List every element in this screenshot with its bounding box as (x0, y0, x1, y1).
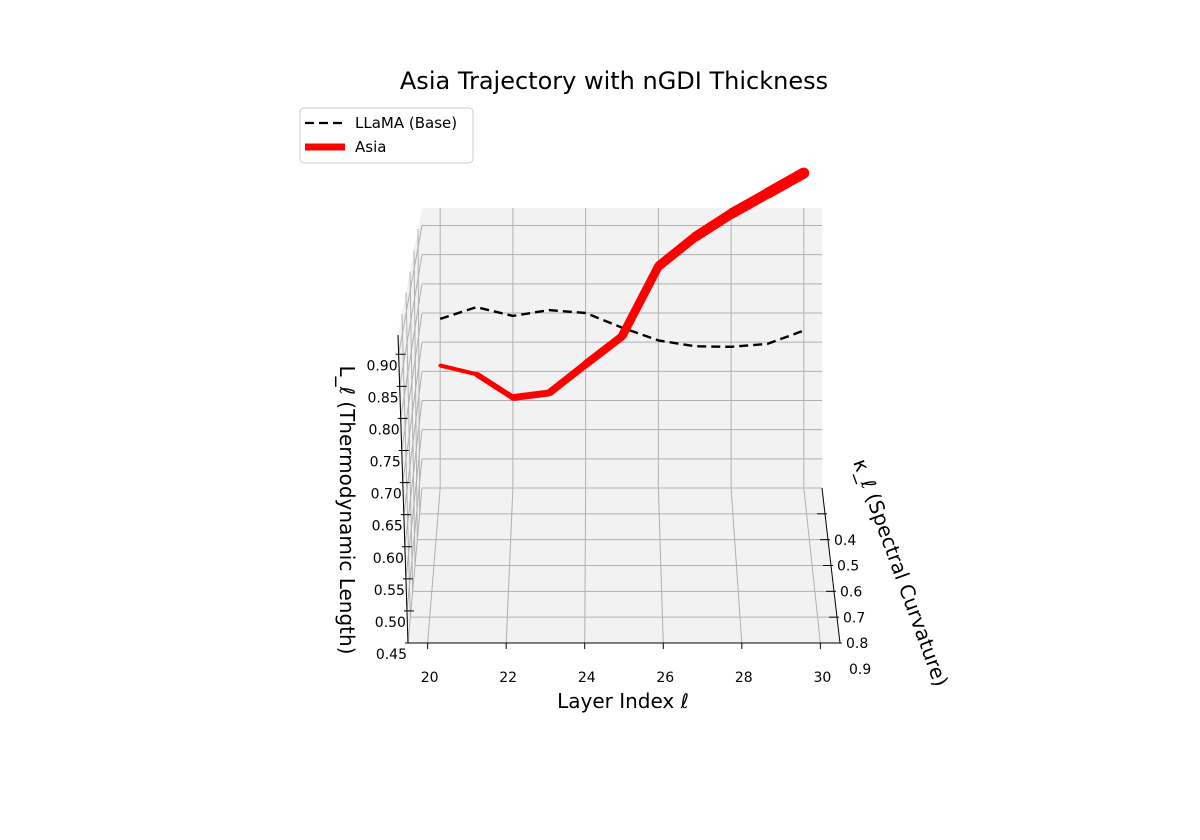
series-point-asia (726, 208, 736, 219)
y-tick-label: 0.7 (843, 610, 865, 626)
chart-series (438, 167, 810, 402)
series-segment-asia (618, 264, 663, 339)
legend-label-asia: Asia (355, 138, 386, 156)
z-tick-label: 0.85 (367, 390, 398, 406)
grid-line-z-left (400, 283, 423, 419)
series-point-asia (509, 394, 517, 401)
series-point-asia (438, 363, 442, 368)
y-tick-label: 0.5 (837, 559, 859, 575)
chart-tick-labels: 20 22 24 26 28 30 0.4 0.5 0.6 0.7 0.8 0.9 0.45 0.50 0.… (366, 358, 871, 686)
series-segment-asia (692, 209, 734, 242)
grid-line-z-left (406, 458, 423, 611)
chart-legend: LLaMA (Base) Asia (299, 107, 474, 164)
series-segment-asia (546, 361, 588, 396)
back-pane (422, 208, 822, 488)
x-tick-label: 28 (735, 670, 753, 686)
grid-line-z-left (407, 487, 423, 644)
grid-line-z-left (398, 225, 423, 355)
series-point-asia (581, 360, 590, 369)
left-pane (398, 208, 422, 643)
z-tick-label: 0.90 (366, 358, 397, 374)
series-point-asia (690, 232, 700, 242)
x-tick-label: 22 (499, 670, 517, 686)
x-axis-label: Layer Index ℓ (557, 689, 689, 713)
grid-line-z-left (405, 429, 423, 579)
y-tick-label: 0.8 (846, 636, 868, 652)
series-segment-asia (439, 363, 478, 377)
series-point-asia (618, 332, 626, 341)
chart-panes (398, 208, 840, 643)
chart-axes (395, 334, 842, 649)
series-point-asia (762, 188, 773, 199)
z-tick-label: 0.55 (374, 583, 405, 599)
x-tick-label: 26 (656, 670, 674, 686)
z-tick-label: 0.80 (369, 422, 400, 438)
legend-label-llama-base: LLaMA (Base) (355, 114, 457, 132)
series-segment-asia (583, 333, 625, 368)
series-point-asia (798, 167, 810, 179)
series-point-asia (654, 262, 663, 271)
series-point-asia (474, 371, 479, 377)
grid-line-z-left (403, 371, 423, 515)
y-axis-label: κ_ℓ (Spectral Curvature) (848, 456, 953, 690)
z-axis-label: L_ℓ (Thermodynamic Length) (335, 366, 359, 655)
z-tick-label: 0.70 (371, 487, 402, 503)
x-tick-label: 20 (421, 670, 439, 686)
series-segment-asia (764, 168, 807, 199)
y-tick-label: 0.4 (834, 533, 856, 549)
z-tick-label: 0.65 (372, 519, 403, 535)
y-tick-label: 0.9 (849, 662, 871, 678)
z-tick-label: 0.50 (375, 615, 406, 631)
z-tick-label: 0.75 (370, 455, 401, 471)
x-tick-label: 30 (813, 670, 831, 686)
grid-line-z-left (402, 342, 423, 483)
grid-line-z-left (399, 254, 423, 387)
series-point-asia (545, 389, 553, 397)
z-tick-label: 0.60 (373, 551, 404, 567)
y-tick-label: 0.6 (840, 585, 862, 601)
grid-line-z-left (401, 312, 423, 451)
chart-title: Asia Trajectory with nGDI Thickness (400, 67, 828, 95)
z-tick-label: 0.45 (376, 647, 407, 663)
x-tick-label: 24 (578, 670, 596, 686)
grid-line-z-left (404, 400, 423, 547)
series-segment-asia (475, 371, 515, 400)
series-segment-asia (512, 389, 550, 402)
series-segment-asia (655, 233, 698, 270)
series-segment-asia (728, 188, 771, 219)
